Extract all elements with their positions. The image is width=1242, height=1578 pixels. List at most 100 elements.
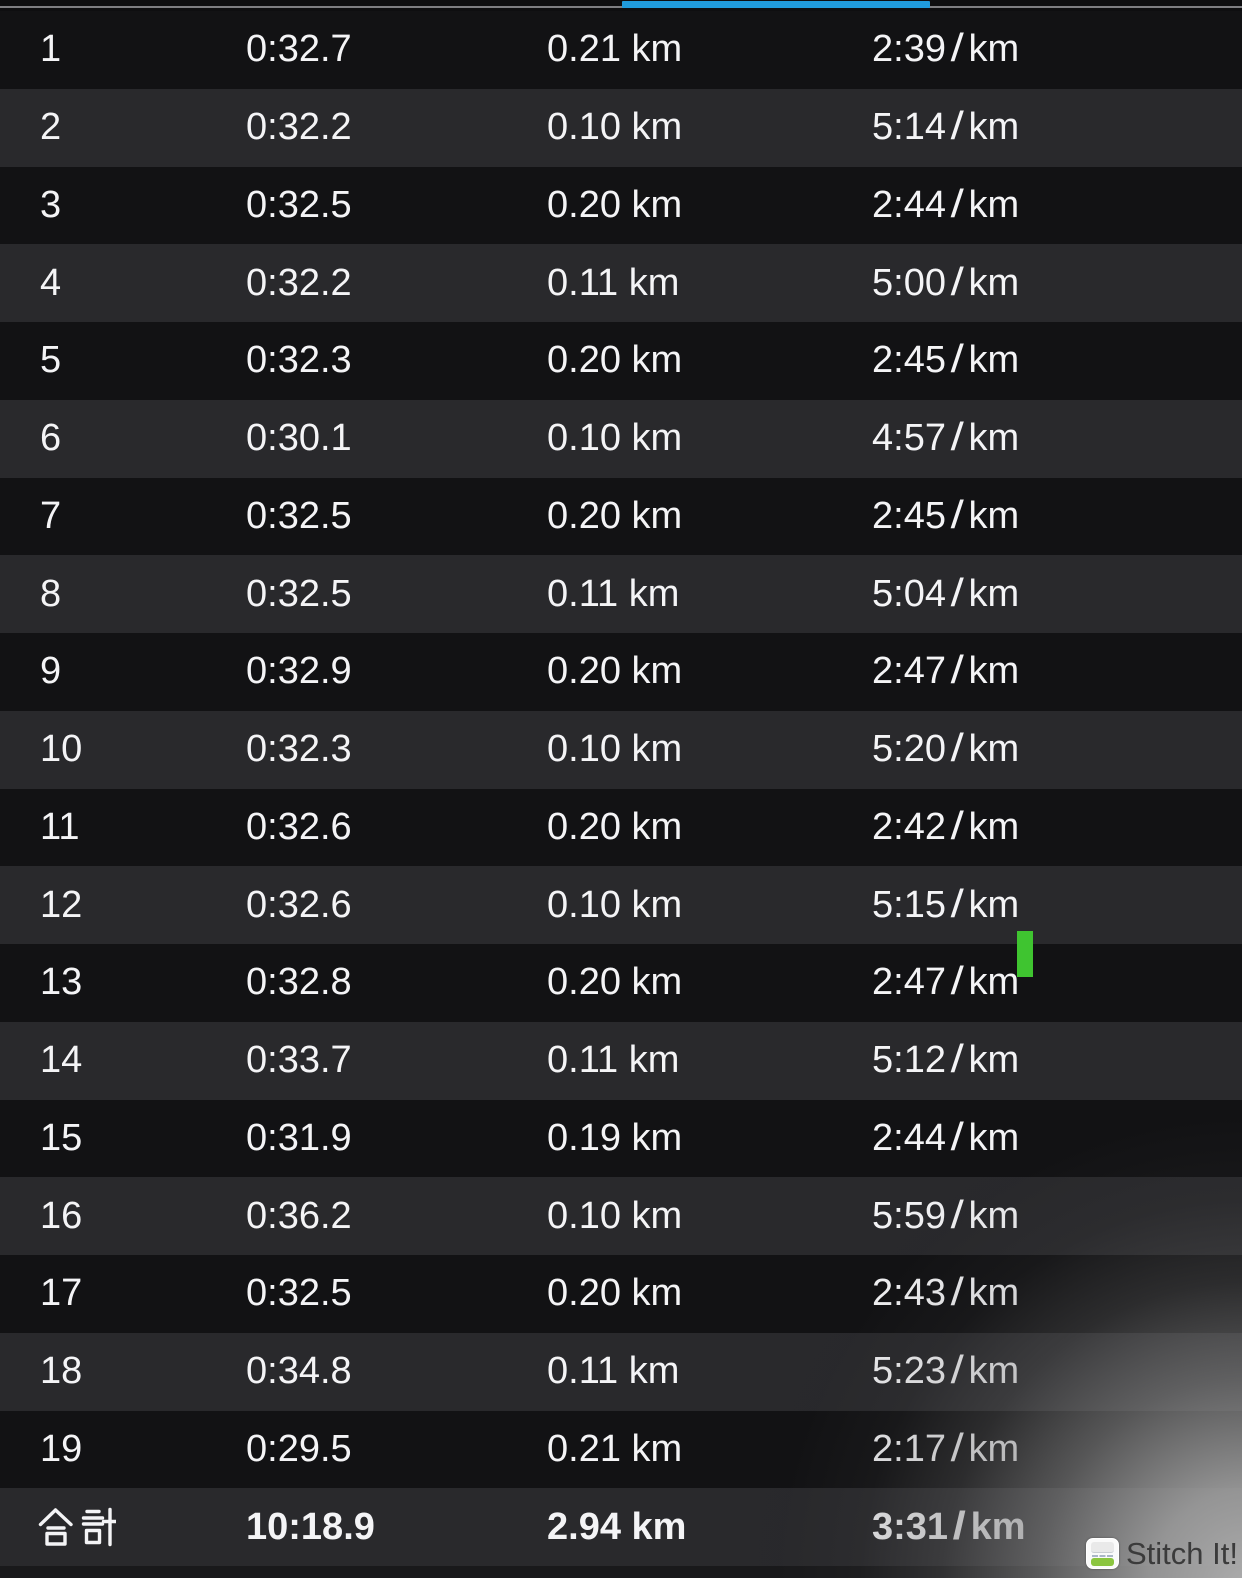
total-time-cell: 10:18.9 bbox=[246, 1505, 375, 1548]
lap-pace-cell: 2:44/km bbox=[872, 183, 1020, 227]
lap-pace-cell: 2:44/km bbox=[872, 1116, 1020, 1160]
lap-time-cell: 0:32.8 bbox=[246, 961, 352, 1004]
top-bar bbox=[0, 0, 1242, 11]
lap-time-cell: 0:32.5 bbox=[246, 494, 352, 537]
lap-distance-cell: 0.20 km bbox=[547, 339, 683, 382]
lap-number-cell: 8 bbox=[40, 572, 62, 615]
fullwidth-slash: / bbox=[950, 649, 964, 693]
fullwidth-slash: / bbox=[950, 572, 964, 616]
lap-time-cell: 0:32.3 bbox=[246, 728, 352, 771]
lap-pace-cell: 5:59/km bbox=[872, 1194, 1020, 1238]
lap-distance-cell: 0.21 km bbox=[547, 1427, 683, 1470]
fullwidth-slash: / bbox=[950, 883, 964, 927]
lap-pace-cell: 2:17/km bbox=[872, 1427, 1020, 1471]
lap-distance-cell: 0.20 km bbox=[547, 961, 683, 1004]
lap-number-cell: 18 bbox=[40, 1350, 83, 1393]
lap-distance-cell: 0.20 km bbox=[547, 650, 683, 693]
lap-row: 10 0:32.3 0.10 km 5:20/km bbox=[0, 710, 1242, 789]
lap-number-cell: 7 bbox=[40, 494, 62, 537]
lap-time-cell: 0:29.5 bbox=[246, 1427, 352, 1470]
fullwidth-slash: / bbox=[950, 1038, 964, 1082]
lap-row: 18 0:34.8 0.11 km 5:23/km bbox=[0, 1332, 1242, 1411]
lap-time-cell: 0:31.9 bbox=[246, 1116, 352, 1159]
lap-pace-cell: 5:20/km bbox=[872, 727, 1020, 771]
lap-distance-cell: 0.11 km bbox=[547, 261, 680, 304]
lap-row: 5 0:32.3 0.20 km 2:45/km bbox=[0, 322, 1242, 400]
lap-time-cell: 0:32.3 bbox=[246, 339, 352, 382]
lap-row: 1 0:32.7 0.21 km 2:39/km bbox=[0, 11, 1242, 89]
lap-number-cell: 11 bbox=[40, 805, 80, 848]
lap-time-cell: 0:32.5 bbox=[246, 572, 352, 615]
stitch-it-icon-green bbox=[1091, 1558, 1114, 1566]
lap-row: 17 0:32.5 0.20 km 2:43/km bbox=[0, 1255, 1242, 1333]
lap-number-cell: 10 bbox=[40, 728, 83, 771]
lap-row: 16 0:36.2 0.10 km 5:59/km bbox=[0, 1177, 1242, 1255]
lap-row: 3 0:32.5 0.20 km 2:44/km bbox=[0, 166, 1242, 245]
lap-distance-cell: 0.11 km bbox=[547, 572, 680, 615]
total-row: 10:18.9 2.94 km 3:31/km bbox=[0, 1488, 1242, 1566]
lap-number-cell: 15 bbox=[40, 1116, 83, 1159]
fullwidth-slash: / bbox=[952, 1505, 966, 1549]
lap-distance-cell: 0.20 km bbox=[547, 805, 683, 848]
total-distance-cell: 2.94 km bbox=[547, 1505, 687, 1548]
lap-distance-cell: 0.10 km bbox=[547, 1194, 683, 1237]
lap-time-cell: 0:36.2 bbox=[246, 1194, 352, 1237]
fullwidth-slash: / bbox=[950, 494, 964, 538]
lap-distance-cell: 0.20 km bbox=[547, 1272, 683, 1315]
lap-row: 15 0:31.9 0.19 km 2:44/km bbox=[0, 1099, 1242, 1178]
scroll-indicator-bar[interactable] bbox=[622, 1, 930, 8]
fullwidth-slash: / bbox=[950, 805, 964, 849]
lap-distance-cell: 0.10 km bbox=[547, 106, 683, 149]
lap-distance-cell: 0.10 km bbox=[547, 728, 683, 771]
lap-time-cell: 0:32.2 bbox=[246, 106, 352, 149]
lap-time-cell: 0:33.7 bbox=[246, 1039, 352, 1082]
lap-number-cell: 4 bbox=[40, 261, 62, 304]
lap-pace-cell: 5:14/km bbox=[872, 105, 1020, 149]
lap-pace-cell: 5:04/km bbox=[872, 572, 1020, 616]
stitch-it-icon-top bbox=[1091, 1542, 1114, 1553]
lap-pace-cell: 2:47/km bbox=[872, 649, 1020, 693]
fullwidth-slash: / bbox=[950, 416, 964, 460]
stitch-it-icon bbox=[1086, 1538, 1119, 1569]
lap-time-cell: 0:32.6 bbox=[246, 805, 352, 848]
fullwidth-slash: / bbox=[950, 1349, 964, 1393]
fullwidth-slash: / bbox=[950, 27, 964, 71]
fullwidth-slash: / bbox=[950, 960, 964, 1004]
lap-row: 6 0:30.1 0.10 km 4:57/km bbox=[0, 399, 1242, 478]
lap-row: 14 0:33.7 0.11 km 5:12/km bbox=[0, 1021, 1242, 1100]
lap-row: 4 0:32.2 0.11 km 5:00/km bbox=[0, 244, 1242, 322]
lap-number-cell: 6 bbox=[40, 417, 62, 460]
lap-pace-cell: 2:42/km bbox=[872, 805, 1020, 849]
lap-number-cell: 13 bbox=[40, 961, 83, 1004]
green-marker-annotation bbox=[1017, 931, 1033, 977]
fullwidth-slash: / bbox=[950, 1116, 964, 1160]
lap-distance-cell: 0.11 km bbox=[547, 1350, 680, 1393]
lap-pace-cell: 2:45/km bbox=[872, 338, 1020, 382]
lap-number-cell: 12 bbox=[40, 883, 83, 926]
lap-distance-cell: 0.20 km bbox=[547, 494, 683, 537]
lap-number-cell: 17 bbox=[40, 1272, 83, 1315]
total-label-kanji bbox=[38, 1507, 116, 1547]
lap-number-cell: 9 bbox=[40, 650, 62, 693]
lap-distance-cell: 0.21 km bbox=[547, 28, 683, 71]
lap-time-cell: 0:32.9 bbox=[246, 650, 352, 693]
lap-time-cell: 0:32.5 bbox=[246, 183, 352, 226]
lap-row: 8 0:32.5 0.11 km 5:04/km bbox=[0, 555, 1242, 633]
lap-time-cell: 0:34.8 bbox=[246, 1350, 352, 1393]
fullwidth-slash: / bbox=[950, 1194, 964, 1238]
lap-pace-cell: 2:47/km bbox=[872, 960, 1020, 1004]
lap-row: 11 0:32.6 0.20 km 2:42/km bbox=[0, 788, 1242, 867]
lap-distance-cell: 0.19 km bbox=[547, 1116, 683, 1159]
lap-row: 9 0:32.9 0.20 km 2:47/km bbox=[0, 633, 1242, 711]
lap-pace-cell: 2:45/km bbox=[872, 494, 1020, 538]
lap-time-cell: 0:32.7 bbox=[246, 28, 352, 71]
lap-distance-cell: 0.20 km bbox=[547, 183, 683, 226]
lap-number-cell: 16 bbox=[40, 1194, 83, 1237]
total-pace-cell: 3:31/km bbox=[872, 1505, 1026, 1549]
fullwidth-slash: / bbox=[950, 338, 964, 382]
lap-number-cell: 1 bbox=[40, 28, 62, 71]
lap-pace-cell: 4:57/km bbox=[872, 416, 1020, 460]
lap-number-cell: 3 bbox=[40, 183, 62, 226]
lap-number-cell: 19 bbox=[40, 1427, 83, 1470]
